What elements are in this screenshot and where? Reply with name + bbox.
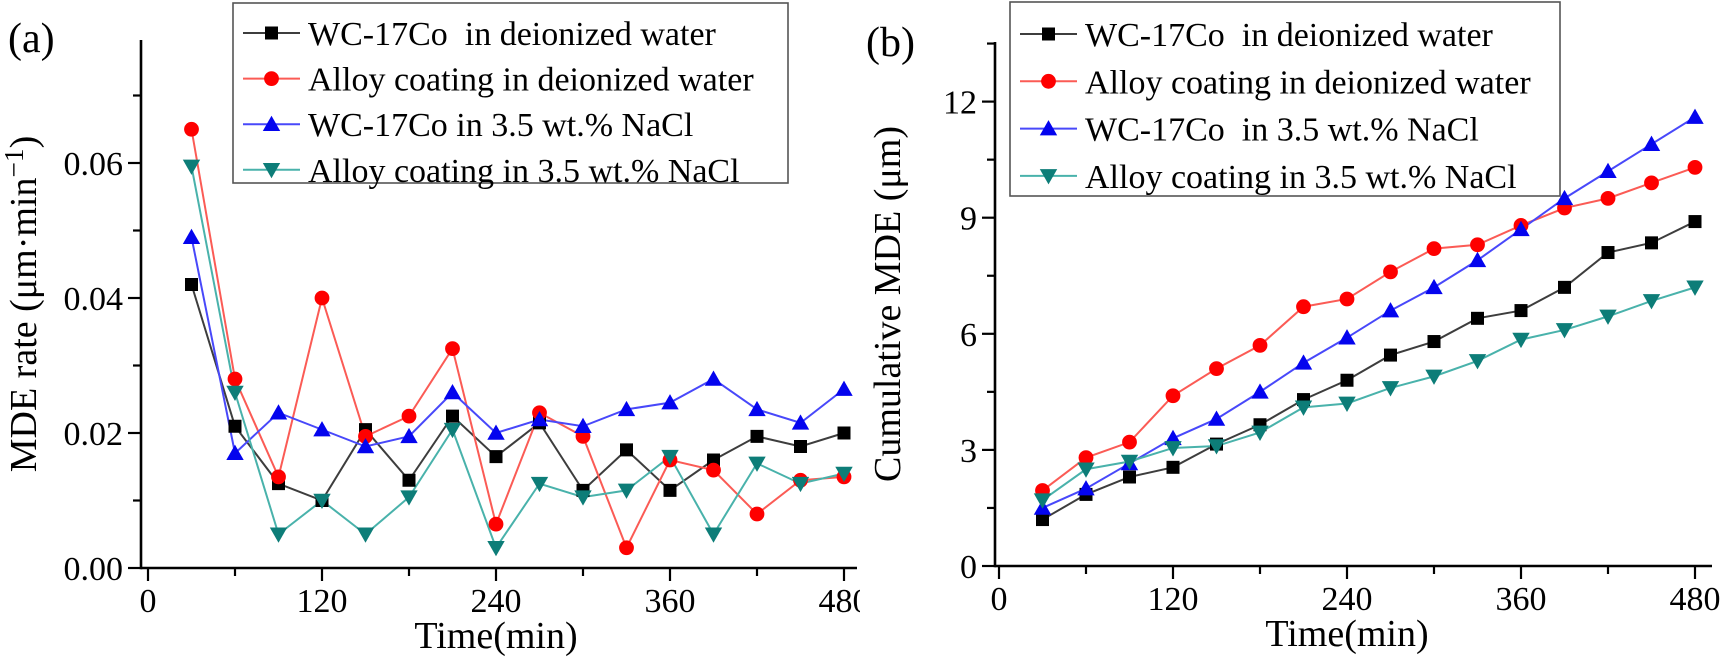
series-markers-wc-17co-in-deionized-water <box>1036 215 1702 527</box>
y-axis-title: Cumulative MDE (μm) <box>867 126 909 482</box>
legend: WC-17Co in deionized water Alloy coating … <box>1009 1 1561 197</box>
y-tick-label: 0.04 <box>64 281 124 318</box>
legend: WC-17Co in deionized water Alloy coating … <box>232 2 789 190</box>
series-line-alloy-coating-in-3-5-wt-nacl <box>190 166 845 550</box>
x-tick-label: 480 <box>819 583 861 620</box>
legend-label: WC-17Co in 3.5 wt.% NaCl <box>1085 112 1479 149</box>
legend-label: Alloy coating in 3.5 wt.% NaCl <box>308 153 740 190</box>
legend-label: Alloy coating in deionized water <box>308 62 754 99</box>
y-tick-label: 0.06 <box>64 146 124 183</box>
legend-label: WC-17Co in deionized water <box>1085 17 1494 54</box>
x-axis-title: Time(min) <box>1265 613 1428 655</box>
x-tick-label: 360 <box>645 583 696 620</box>
series-line-alloy-coating-in-deionized-water <box>1041 166 1696 492</box>
series-markers-wc-17co-in-3-5-wt-nacl <box>182 228 853 461</box>
legend-entry-alloy-coating-in-deionized-water: Alloy coating in deionized water <box>243 62 754 99</box>
series-line-wc-17co-in-deionized-water <box>190 284 845 502</box>
ticks <box>982 42 1697 579</box>
tick-labels: 0 120 240 360 480 0.00 0.02 0.04 0.06 <box>64 146 870 620</box>
legend-entry-wc-17co-in-deionized-water: WC-17Co in deionized water <box>243 16 717 53</box>
legend-entry-wc-17co-in-deionized-water: WC-17Co in deionized water <box>1020 17 1494 54</box>
y-axis-title: MDE rate (μm·min−1) <box>0 136 45 473</box>
x-tick-label: 120 <box>1148 581 1199 618</box>
series-line-wc-17co-in-3-5-wt-nacl <box>190 237 845 456</box>
legend-entry-wc-17co-in-3-5-wt-nacl: WC-17Co in 3.5 wt.% NaCl <box>1020 112 1479 149</box>
legend-entry-wc-17co-in-3-5-wt-nacl: WC-17Co in 3.5 wt.% NaCl <box>243 107 693 144</box>
legend-entry-alloy-coating-in-3-5-wt-nacl: Alloy coating in 3.5 wt.% NaCl <box>1020 159 1517 196</box>
panel-tag: (b) <box>866 20 915 66</box>
series-markers-alloy-coating-in-3-5-wt-nacl <box>1033 280 1704 509</box>
y-tick-label: 9 <box>960 201 977 238</box>
series-line-alloy-coating-in-deionized-water <box>190 129 845 551</box>
series-line-alloy-coating-in-3-5-wt-nacl <box>1041 286 1696 502</box>
y-tick-label: 6 <box>960 317 977 354</box>
x-tick-label: 0 <box>140 583 157 620</box>
legend-label: WC-17Co in deionized water <box>308 16 717 53</box>
chart-svg-b: 0 120 240 360 480 0 3 6 9 12 Time(min) Cumulative M… <box>866 1 1720 655</box>
y-tick-label: 3 <box>960 433 977 470</box>
legend-entry-alloy-coating-in-3-5-wt-nacl: Alloy coating in 3.5 wt.% NaCl <box>243 153 740 190</box>
x-tick-label: 0 <box>991 581 1008 618</box>
chart-panel-a: 0 120 240 360 480 0.00 0.02 0.04 0.06 Time(min) MD… <box>0 2 870 657</box>
axes <box>993 42 1712 568</box>
legend-label: WC-17Co in 3.5 wt.% NaCl <box>308 107 693 144</box>
tick-labels: 0 120 240 360 480 0 3 6 9 12 <box>943 85 1720 618</box>
chart-panel-b: 0 120 240 360 480 0 3 6 9 12 Time(min) Cumulative M… <box>860 0 1720 663</box>
x-tick-label: 120 <box>297 583 348 620</box>
ticks <box>128 94 846 581</box>
legend-label: Alloy coating in 3.5 wt.% NaCl <box>1085 159 1517 196</box>
series-line-wc-17co-in-deionized-water <box>1041 220 1696 521</box>
legend-entry-alloy-coating-in-deionized-water: Alloy coating in deionized water <box>1020 64 1531 101</box>
chart-svg-a: 0 120 240 360 480 0.00 0.02 0.04 0.06 Time(min) MD… <box>0 2 870 657</box>
panel-tag: (a) <box>8 16 55 62</box>
x-axis-title: Time(min) <box>414 615 577 657</box>
y-tick-label: 0 <box>960 549 977 586</box>
y-tick-label: 12 <box>943 85 977 122</box>
x-tick-label: 360 <box>1496 581 1547 618</box>
x-tick-label: 240 <box>1322 581 1373 618</box>
series-line-wc-17co-in-3-5-wt-nacl <box>1042 116 1696 509</box>
series-markers-alloy-coating-in-3-5-wt-nacl <box>182 159 853 557</box>
series-markers-alloy-coating-in-deionized-water <box>1035 159 1703 498</box>
legend-label: Alloy coating in deionized water <box>1085 64 1531 101</box>
x-tick-label: 240 <box>471 583 522 620</box>
y-tick-label: 0.02 <box>64 416 124 453</box>
y-tick-label: 0.00 <box>64 551 124 588</box>
x-tick-label: 480 <box>1670 581 1720 618</box>
axes <box>139 40 857 570</box>
